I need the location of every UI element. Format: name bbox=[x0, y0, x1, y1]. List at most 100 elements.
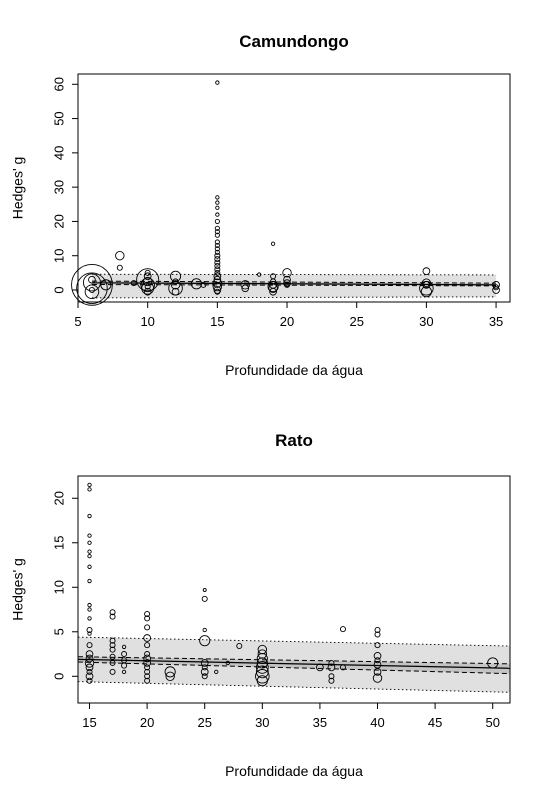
data-point bbox=[215, 205, 220, 210]
data-point bbox=[214, 239, 220, 245]
data-point bbox=[225, 660, 230, 666]
data-point bbox=[241, 284, 250, 293]
y-tick-label: 60 bbox=[51, 77, 66, 91]
data-point bbox=[214, 232, 220, 238]
data-point bbox=[144, 283, 151, 290]
data-point bbox=[420, 286, 432, 298]
data-point bbox=[255, 669, 270, 684]
data-point bbox=[85, 654, 94, 663]
data-point bbox=[164, 666, 176, 678]
data-point bbox=[374, 631, 381, 638]
x-tick-label: 25 bbox=[197, 715, 211, 730]
data-point bbox=[255, 665, 269, 679]
x-tick-label: 20 bbox=[140, 715, 154, 730]
prediction-upper-line bbox=[91, 273, 497, 276]
data-point bbox=[214, 669, 219, 674]
y-tick-label: 5 bbox=[51, 628, 66, 635]
prediction-lower-line bbox=[77, 681, 511, 693]
y-tick-label: 20 bbox=[51, 214, 66, 228]
y-tick-label: 0 bbox=[51, 286, 66, 293]
data-point bbox=[212, 281, 223, 292]
data-point bbox=[87, 549, 92, 554]
x-tick-label: 5 bbox=[74, 314, 81, 329]
y-axis-label: Hedges' g bbox=[10, 157, 26, 220]
data-point bbox=[87, 482, 92, 488]
data-point bbox=[270, 241, 276, 246]
data-point bbox=[493, 284, 500, 291]
x-tick-label: 40 bbox=[370, 715, 384, 730]
data-point bbox=[144, 615, 151, 622]
data-point bbox=[121, 644, 127, 650]
data-point bbox=[373, 667, 382, 676]
data-point bbox=[71, 264, 113, 306]
data-point bbox=[87, 513, 92, 519]
data-point bbox=[422, 267, 431, 275]
data-point bbox=[109, 653, 116, 660]
data-point bbox=[201, 595, 208, 602]
data-point bbox=[86, 642, 93, 649]
data-point bbox=[116, 264, 123, 271]
data-point bbox=[283, 279, 291, 287]
data-point bbox=[144, 642, 151, 649]
data-point bbox=[143, 287, 152, 296]
y-tick-label: 10 bbox=[51, 248, 66, 262]
data-point bbox=[109, 609, 116, 616]
data-point bbox=[144, 269, 151, 276]
data-point bbox=[85, 650, 94, 658]
data-point bbox=[190, 278, 203, 290]
data-point bbox=[284, 281, 291, 288]
x-tick-label: 10 bbox=[140, 314, 154, 329]
data-point bbox=[339, 664, 346, 671]
prediction-lower-line bbox=[91, 296, 497, 299]
data-point bbox=[143, 659, 151, 667]
data-point bbox=[88, 275, 96, 284]
x-tick-label: 50 bbox=[485, 715, 499, 730]
x-tick-label: 35 bbox=[313, 715, 327, 730]
data-point bbox=[144, 673, 151, 680]
data-point bbox=[200, 659, 209, 667]
data-point bbox=[374, 642, 381, 649]
data-point bbox=[268, 283, 278, 293]
data-point bbox=[84, 284, 100, 299]
data-point bbox=[327, 663, 336, 672]
data-point bbox=[109, 637, 116, 644]
data-point bbox=[87, 616, 92, 621]
data-point bbox=[213, 272, 222, 281]
data-point bbox=[84, 658, 95, 668]
x-tick-label: 30 bbox=[255, 715, 269, 730]
x-tick-label: 15 bbox=[210, 314, 224, 329]
data-point bbox=[316, 663, 324, 672]
y-axis-label: Hedges' g bbox=[10, 558, 26, 621]
data-point bbox=[256, 652, 268, 665]
confidence-lower-line bbox=[91, 284, 497, 287]
data-point bbox=[121, 651, 128, 658]
confidence-band bbox=[78, 656, 510, 674]
data-point bbox=[130, 280, 137, 287]
data-point bbox=[269, 287, 277, 296]
data-point bbox=[87, 553, 92, 559]
data-point bbox=[214, 242, 220, 249]
data-point bbox=[109, 642, 116, 649]
data-point bbox=[372, 673, 383, 683]
data-point bbox=[214, 249, 220, 255]
data-point bbox=[215, 195, 220, 200]
data-point bbox=[214, 288, 221, 295]
data-point bbox=[373, 651, 382, 660]
data-point bbox=[267, 281, 279, 293]
x-tick-label: 30 bbox=[419, 314, 433, 329]
x-tick-label: 45 bbox=[428, 715, 442, 730]
plot-frame bbox=[77, 475, 511, 704]
data-point bbox=[200, 667, 209, 676]
data-point bbox=[214, 259, 221, 266]
data-point bbox=[140, 277, 155, 293]
data-point bbox=[144, 677, 151, 684]
data-point bbox=[142, 276, 153, 287]
data-point bbox=[214, 252, 221, 259]
y-tick-label: 0 bbox=[51, 673, 66, 680]
data-point bbox=[87, 602, 92, 608]
data-point bbox=[213, 275, 222, 284]
data-point bbox=[121, 669, 127, 674]
data-point bbox=[87, 607, 92, 612]
data-point bbox=[85, 672, 94, 681]
